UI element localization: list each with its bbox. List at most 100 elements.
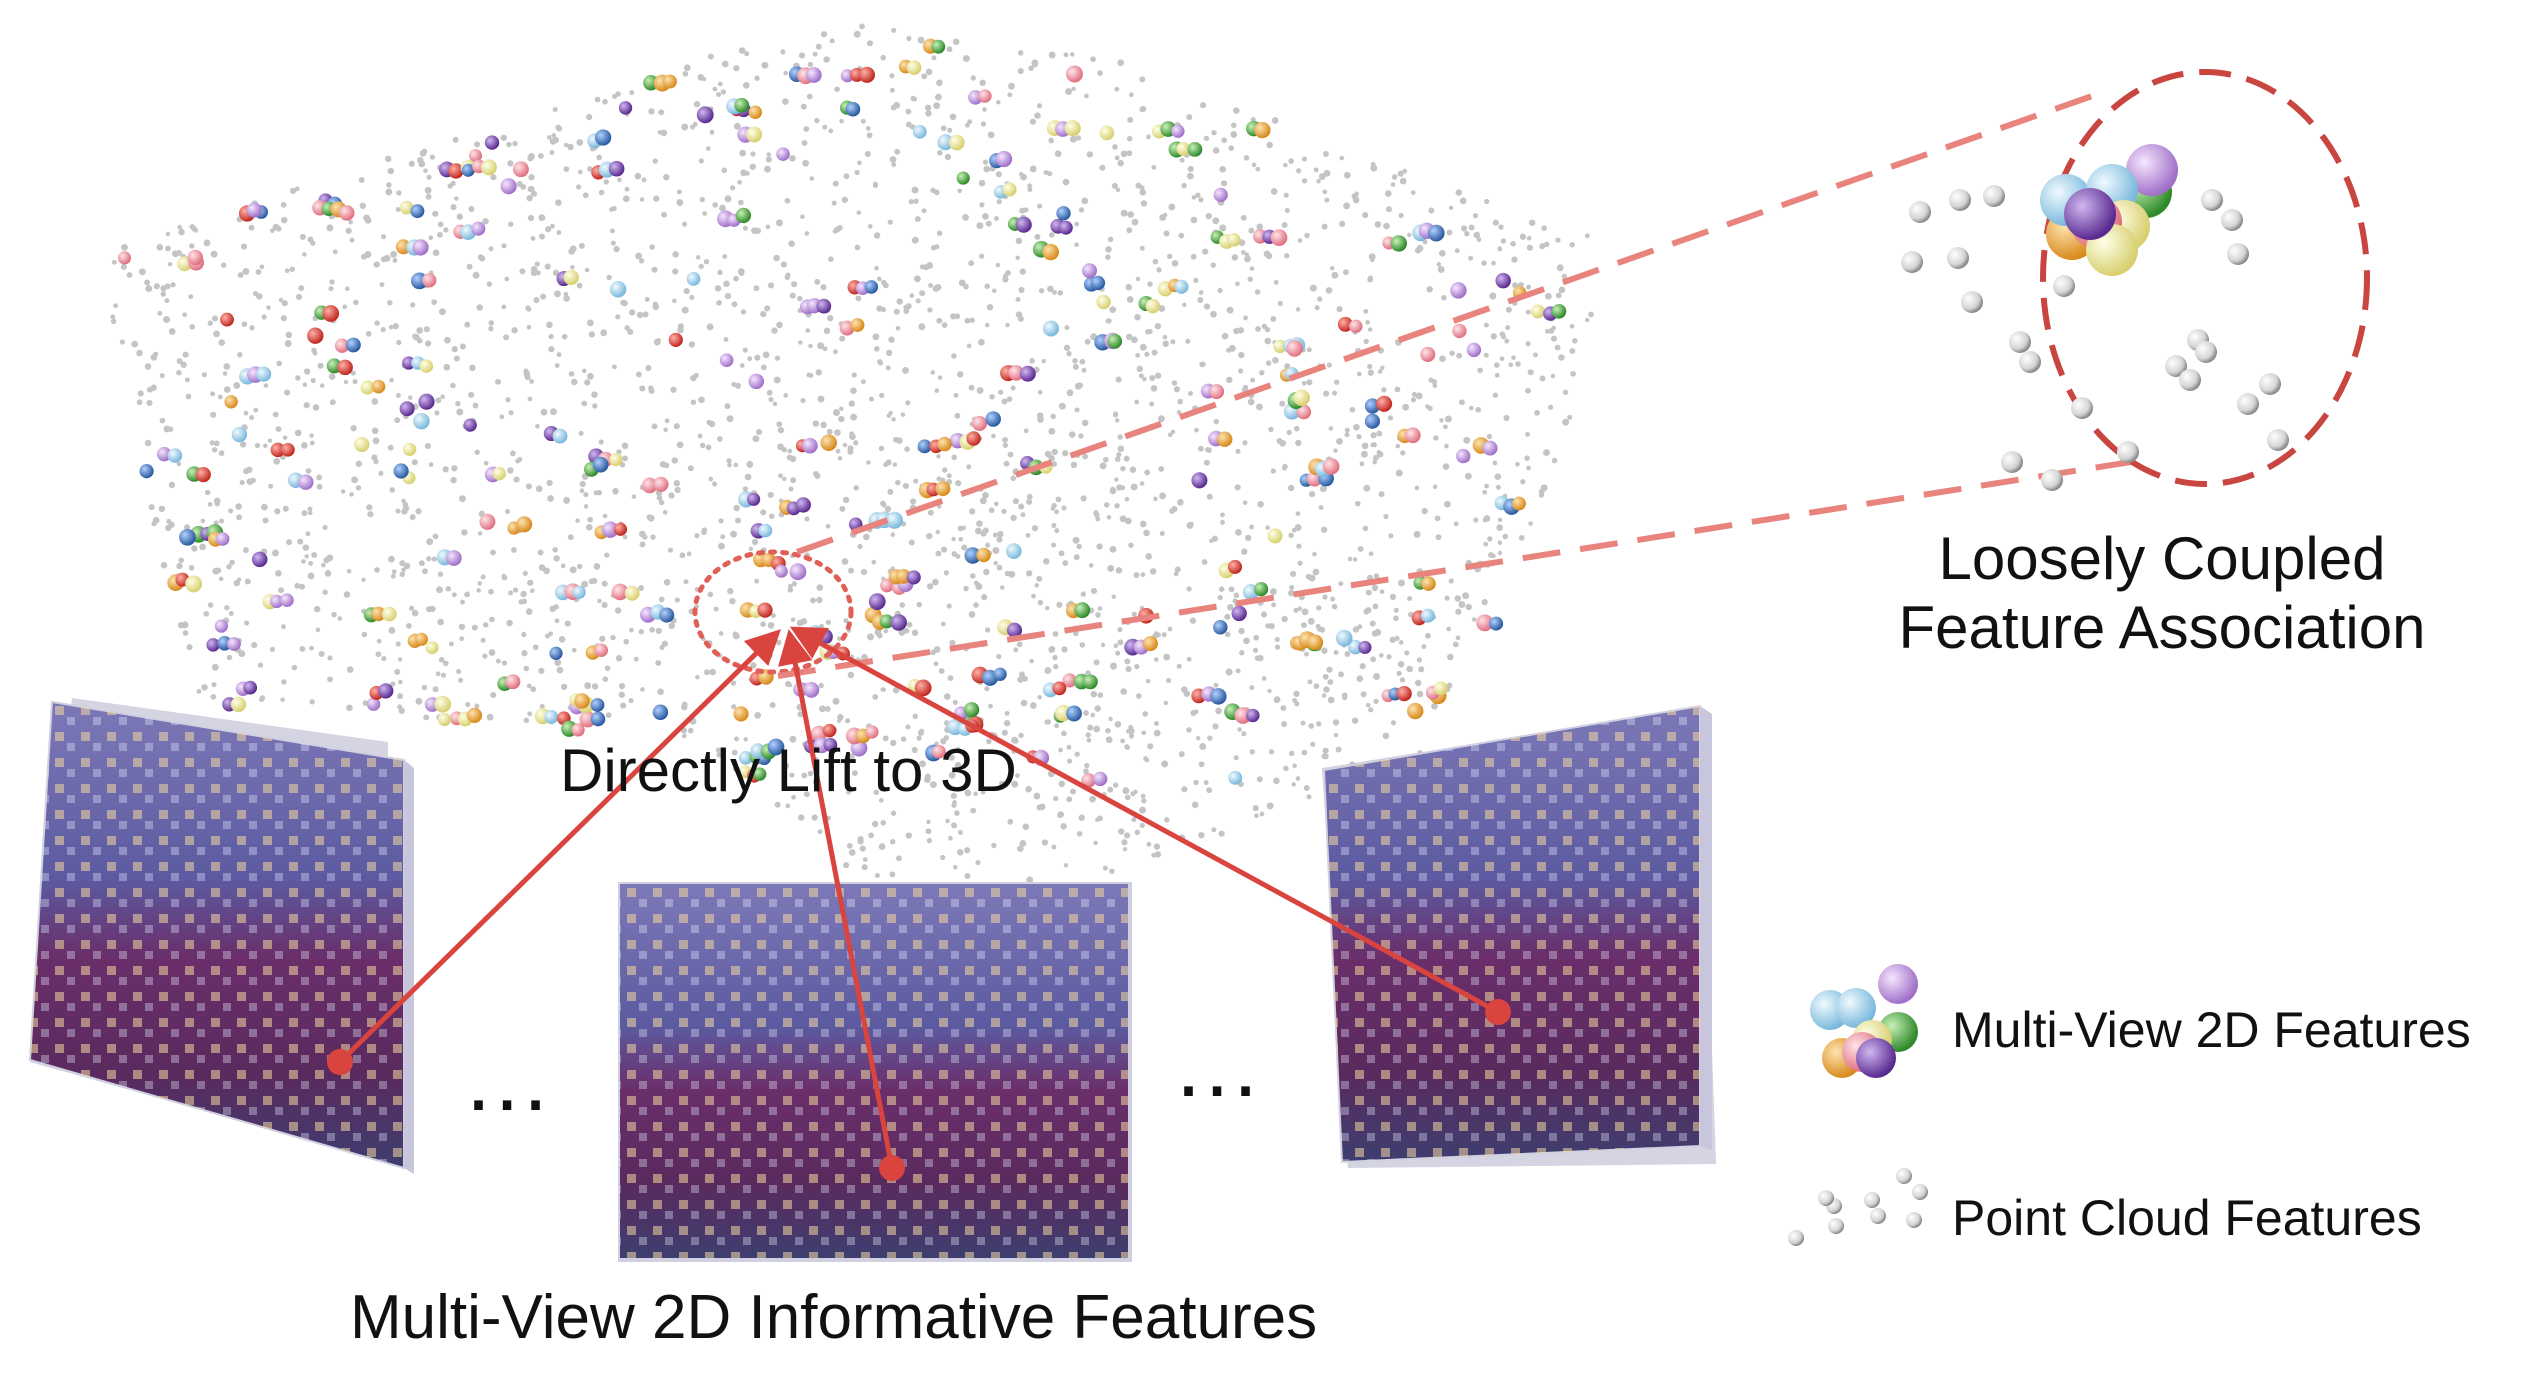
point-cloud-dot	[1220, 512, 1225, 518]
point-cloud-dot	[571, 378, 578, 386]
point-cloud-dot	[1360, 450, 1368, 458]
point-cloud-dot	[668, 622, 675, 630]
point-cloud-dot	[1463, 436, 1471, 444]
point-cloud-dot	[327, 676, 333, 683]
feature-point	[1213, 187, 1228, 202]
point-cloud-dot	[1365, 589, 1372, 596]
point-cloud-dot	[569, 245, 577, 253]
zoomed-feature-association	[1901, 144, 2289, 491]
point-cloud-dot	[966, 464, 972, 470]
point-cloud-dot	[991, 842, 997, 849]
point-cloud-dot	[246, 478, 254, 485]
point-cloud-dot	[791, 581, 797, 587]
point-cloud-dot	[444, 336, 451, 344]
point-cloud-dot	[908, 199, 914, 205]
point-cloud-dot	[640, 687, 645, 692]
point-cloud-dot	[1543, 449, 1550, 457]
point-cloud-dot	[1304, 232, 1310, 239]
point-cloud-dot	[530, 190, 538, 197]
point-cloud-dot	[275, 225, 282, 232]
point-cloud-dot	[610, 240, 616, 246]
point-cloud-dot	[982, 491, 989, 499]
point-cloud-dot	[788, 486, 794, 492]
point-cloud-dot	[673, 423, 680, 430]
point-cloud-dot	[1379, 653, 1384, 658]
point-cloud-dot	[1072, 358, 1078, 364]
directly-lift-label: Directly Lift to 3D	[560, 737, 1017, 804]
point-cloud-dot	[547, 495, 554, 502]
point-cloud-dot	[1376, 430, 1383, 437]
point-cloud-dot	[911, 746, 918, 753]
point-cloud-dot	[775, 639, 782, 646]
point-cloud-dot	[815, 369, 822, 376]
point-cloud-dot	[309, 433, 314, 438]
point-cloud-dot	[1396, 670, 1402, 677]
point-cloud-dot	[771, 327, 778, 334]
point-cloud-dot	[196, 689, 202, 694]
legend-point-cloud-ball	[1906, 1212, 1922, 1228]
point-cloud-dot	[326, 224, 334, 232]
point-cloud-dot	[950, 313, 957, 320]
point-cloud-dot	[1118, 828, 1125, 835]
point-cloud-dot	[443, 363, 451, 371]
point-cloud-dot	[814, 278, 821, 285]
point-cloud-dot	[1019, 268, 1026, 275]
point-cloud-dot	[717, 81, 723, 87]
point-cloud-dot	[789, 772, 795, 778]
point-cloud-dot	[1301, 608, 1309, 616]
point-cloud-dot	[554, 363, 560, 368]
point-cloud-dot	[887, 219, 893, 225]
point-cloud-dot	[1019, 840, 1027, 847]
point-cloud-dot	[1139, 343, 1147, 351]
feature-point	[652, 704, 669, 721]
point-cloud-dot	[488, 320, 495, 326]
point-cloud-dot	[346, 666, 354, 673]
point-cloud-dot	[1146, 841, 1152, 847]
point-cloud-dot	[991, 433, 996, 439]
point-cloud-dot	[1525, 387, 1531, 394]
point-cloud-dot	[1277, 300, 1283, 307]
point-cloud-dot	[672, 298, 677, 304]
point-cloud-dot	[1109, 545, 1117, 553]
point-cloud-dot	[1099, 164, 1106, 171]
point-cloud-dot	[213, 520, 219, 526]
feature-point	[1421, 576, 1436, 591]
point-cloud-dot	[1323, 686, 1330, 693]
point-cloud-dot	[1322, 150, 1329, 157]
point-cloud-dot	[1183, 690, 1191, 697]
point-cloud-dot	[160, 291, 167, 297]
point-cloud-dot	[432, 533, 439, 540]
point-cloud-dot	[985, 542, 991, 548]
point-cloud-dot	[651, 266, 658, 273]
point-cloud-dot	[635, 371, 642, 378]
point-cloud-dot	[1197, 445, 1204, 452]
point-cloud-dot	[862, 857, 868, 862]
point-cloud-dot	[530, 270, 537, 276]
point-cloud-dot	[138, 268, 146, 276]
point-cloud-dot	[350, 370, 356, 376]
point-cloud-dot	[1114, 721, 1122, 728]
point-cloud-dot	[548, 346, 555, 353]
point-cloud-dot	[936, 79, 943, 87]
point-cloud-dot	[1140, 793, 1146, 799]
point-cloud-dot	[629, 90, 635, 96]
point-cloud-dot	[1117, 445, 1125, 453]
point-cloud-dot	[766, 389, 773, 396]
point-cloud-dot	[832, 349, 838, 355]
point-cloud-dot	[1033, 792, 1041, 800]
point-cloud-dot	[1074, 382, 1082, 390]
point-cloud-dot	[1025, 785, 1032, 793]
point-cloud-dot	[1038, 803, 1046, 811]
feature-point	[1142, 636, 1158, 652]
point-cloud-dot	[1464, 472, 1472, 480]
bubble-point-cloud-feature	[2071, 397, 2093, 419]
point-cloud-dot	[622, 534, 628, 540]
point-cloud-dot	[1393, 607, 1399, 613]
point-cloud-dot	[358, 177, 365, 183]
point-cloud-dot	[1198, 831, 1205, 839]
point-cloud-dot	[1083, 709, 1089, 716]
point-cloud-dot	[1008, 570, 1016, 578]
point-cloud-dot	[815, 43, 822, 50]
feature-point	[378, 683, 394, 699]
point-cloud-dot	[773, 376, 781, 384]
